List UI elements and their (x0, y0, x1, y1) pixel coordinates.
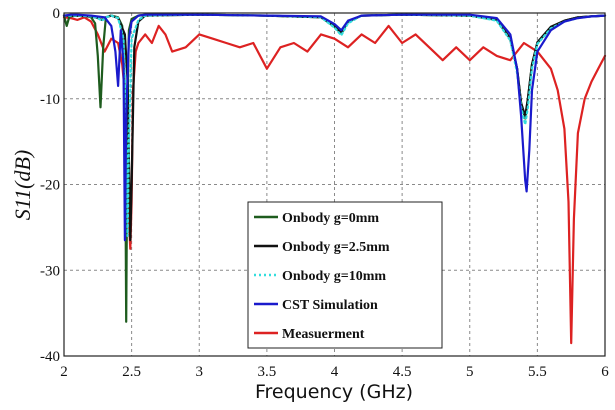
x-tick-label: 6 (601, 364, 609, 380)
x-tick-label: 3.5 (258, 364, 277, 380)
legend-label: Measuerment (282, 327, 365, 342)
y-tick-label: 0 (53, 6, 61, 22)
x-tick-labels: 2 2.5 3 3.5 4 4.5 5 5.5 6 (60, 364, 609, 380)
x-tick-label: 4.5 (393, 364, 412, 380)
series-line-3 (62, 13, 607, 242)
series-line-2 (62, 13, 607, 238)
x-tick-label: 2.5 (122, 364, 141, 380)
x-axis-label: Frequency (GHz) (255, 381, 413, 403)
x-tick-label: 3 (196, 364, 204, 380)
legend-box (247, 201, 443, 349)
x-tick-label: 4 (331, 364, 339, 380)
plot-frame (63, 12, 606, 357)
legend: Onbody g=0mm Onbody g=2.5mm Onbody g=10mm C… (247, 201, 443, 349)
series-lines (62, 13, 607, 345)
legend-label: CST Simulation (282, 298, 378, 313)
x-tick-label: 2 (60, 364, 68, 380)
y-tick-label: -20 (40, 178, 60, 194)
y-tick-label: -40 (40, 349, 60, 365)
legend-label: Onbody g=2.5mm (282, 240, 390, 255)
x-tick-label: 5 (466, 364, 474, 380)
y-tick-labels: 0 -10 -20 -30 -40 (40, 6, 60, 365)
y-axis-label: S11(dB) (10, 150, 35, 220)
legend-label: Onbody g=10mm (282, 269, 386, 284)
y-tick-label: -10 (40, 92, 60, 108)
y-tick-label: -30 (40, 263, 60, 279)
x-tick-label: 5.5 (528, 364, 547, 380)
legend-label: Onbody g=0mm (282, 211, 379, 226)
